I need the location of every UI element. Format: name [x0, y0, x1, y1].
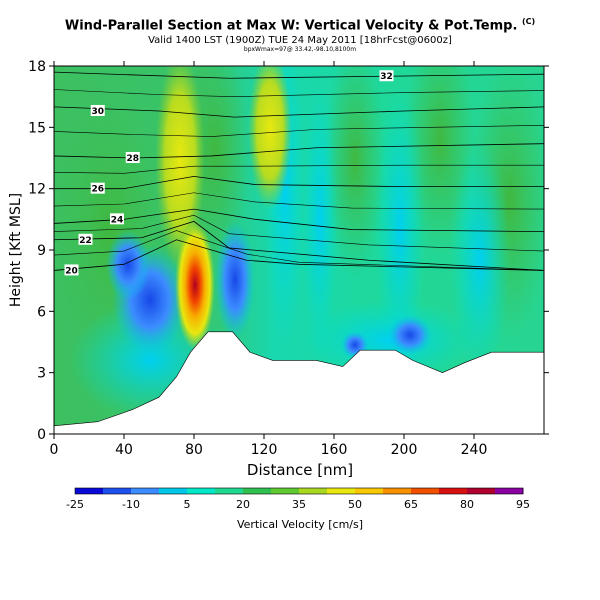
chart-subtitle: Valid 1400 LST (1900Z) TUE 24 May 2011 […: [148, 35, 452, 46]
y-tick-label: 9: [37, 243, 46, 259]
y-axis-label: Height [Kft MSL]: [8, 193, 24, 307]
colorbar-tick-label: 65: [404, 498, 418, 511]
contour-labels: 20 22 24 26 28 30 32: [64, 70, 394, 276]
isentrope-line: [54, 124, 544, 137]
isentrope-line: [54, 89, 544, 97]
chart-title: Wind-Parallel Section at Max W: Vertical…: [64, 17, 536, 34]
x-tick-label: 80: [185, 442, 203, 458]
colorbar-swatch: [439, 488, 468, 494]
y-tick-label: 18: [28, 59, 46, 75]
colorbar-tick-label: -10: [122, 498, 140, 511]
colorbar-swatch: [187, 488, 216, 494]
colorbar-tick-label: 80: [460, 498, 474, 511]
isentrope-line: [54, 164, 544, 174]
isentrope-line: [54, 192, 544, 210]
contour-label-bg: [78, 233, 93, 245]
contour-label-bg: [90, 104, 105, 116]
y-tick-label: 0: [37, 427, 46, 443]
contour-label: 28: [126, 154, 139, 164]
colorbar-tick-label: 50: [348, 498, 362, 511]
isentrope-line: [54, 230, 544, 271]
colorbar-swatch: [467, 488, 496, 494]
isentrope-line: [54, 239, 544, 271]
colorbar-swatch: [327, 488, 356, 494]
colorbar-tick-label: 95: [516, 498, 530, 511]
colorbar-swatch: [159, 488, 188, 494]
contour-label: 22: [79, 236, 92, 246]
colorbar-swatch: [103, 488, 132, 494]
axes: 0 40 80 120 160 200 240 0 3 6 9 12 15 18: [28, 59, 549, 458]
isentrope-line: [54, 175, 544, 190]
contour-label-bg: [125, 152, 140, 163]
contour-label-bg: [110, 213, 124, 225]
potential-temperature-contours: [54, 71, 544, 271]
colorbar-label: Vertical Velocity [cm/s]: [237, 518, 363, 531]
contour-label: 20: [65, 266, 78, 276]
isentrope-line: [54, 143, 544, 159]
terrain-mask: [53, 331, 545, 435]
colorbar-tick-label: 5: [184, 498, 191, 511]
isentrope-line: [54, 71, 544, 79]
isentrope-line: [54, 220, 544, 271]
x-tick-label: 0: [50, 442, 59, 458]
y-tick-label: 6: [37, 304, 46, 320]
colorbar: -25 -10 5 20 35 50 65 80 95: [66, 487, 530, 511]
x-tick-label: 40: [115, 442, 133, 458]
colorbar-tick-label: 20: [236, 498, 250, 511]
colorbar-tick-label: -25: [66, 498, 84, 511]
colorbar-swatch: [495, 488, 524, 494]
colorbar-swatch: [271, 488, 300, 494]
contour-label: 24: [111, 215, 124, 225]
colorbar-swatch: [75, 488, 104, 494]
colorbar-swatch: [355, 488, 384, 494]
contour-label-bg: [379, 70, 394, 82]
colorbar-swatch: [383, 488, 412, 494]
chart-info-line: bpxWmax=97@ 33.42,-98.10,8100m: [243, 46, 357, 53]
y-tick-label: 3: [37, 366, 46, 382]
x-tick-label: 240: [461, 442, 488, 458]
x-tick-label: 120: [251, 442, 278, 458]
colorbar-swatch: [299, 488, 328, 494]
isentrope-line: [54, 106, 544, 118]
isentrope-line: [54, 214, 544, 252]
contour-label-bg: [64, 264, 79, 276]
x-axis-label: Distance [nm]: [247, 461, 353, 479]
y-tick-label: 15: [28, 120, 46, 136]
y-tick-label: 12: [28, 182, 46, 198]
contour-label: 26: [91, 185, 104, 195]
colorbar-tick-label: 35: [292, 498, 306, 511]
contour-label: 30: [91, 107, 104, 117]
x-tick-label: 160: [321, 442, 348, 458]
contour-label: 32: [380, 72, 393, 82]
x-tick-label: 200: [391, 442, 418, 458]
contour-label-bg: [90, 182, 105, 194]
colorbar-swatch: [215, 488, 244, 494]
colorbar-swatch: [411, 488, 440, 494]
colorbar-swatch: [131, 488, 160, 494]
colorbar-swatch: [243, 488, 272, 494]
